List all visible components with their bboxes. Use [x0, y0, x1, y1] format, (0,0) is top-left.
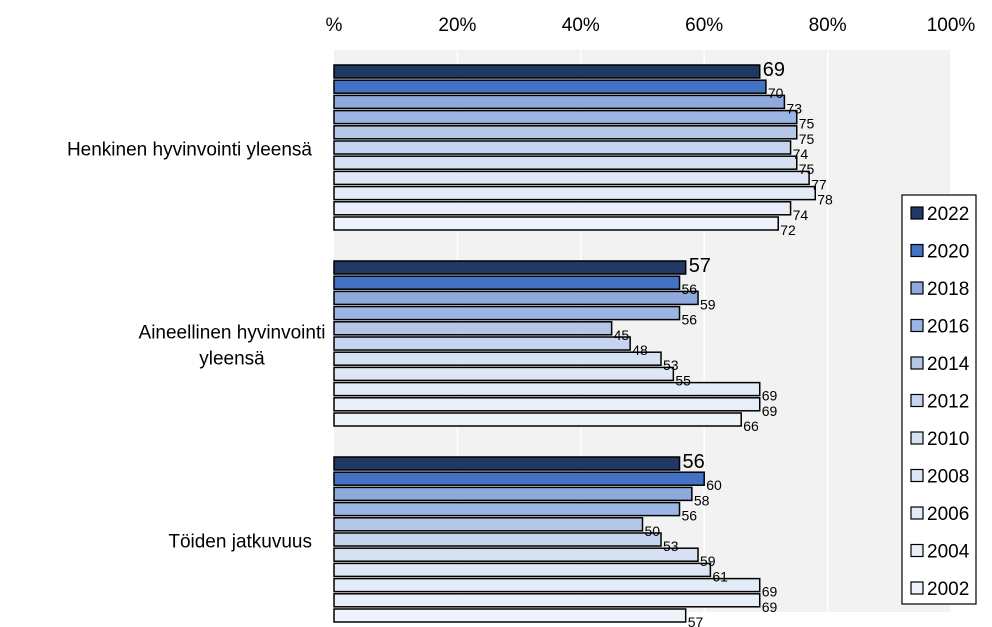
data-label: 74	[793, 207, 809, 223]
legend-label: 2014	[927, 354, 970, 375]
data-label: 55	[675, 372, 691, 388]
data-label: 60	[706, 477, 722, 493]
bar	[333, 381, 761, 397]
legend-swatch	[910, 581, 924, 595]
bar	[333, 412, 742, 427]
bar	[333, 577, 761, 593]
bar	[333, 471, 705, 486]
data-label: 78	[817, 192, 833, 208]
x-tick-label: 40%	[562, 15, 600, 36]
legend-label: 2022	[927, 204, 969, 225]
bar	[333, 290, 699, 306]
bar	[333, 501, 681, 517]
data-label: 59	[700, 296, 716, 312]
legend-label: 2016	[927, 317, 969, 338]
data-label: 57	[689, 255, 711, 277]
x-tick-label: 60%	[685, 15, 723, 36]
bar	[333, 64, 761, 79]
data-label: 69	[762, 403, 778, 419]
data-label: 56	[683, 451, 705, 473]
data-label: 53	[663, 538, 679, 554]
legend-swatch	[910, 543, 924, 558]
bar	[333, 321, 613, 336]
bar	[333, 79, 767, 94]
legend-swatch	[910, 281, 924, 295]
data-label: 73	[786, 100, 802, 116]
bar	[333, 260, 687, 275]
data-label: 53	[663, 357, 679, 373]
bar	[333, 155, 798, 170]
bar	[333, 94, 786, 110]
legend-label: 2004	[927, 542, 970, 563]
legend-label: 2010	[927, 429, 969, 450]
bar	[333, 185, 817, 201]
bar	[333, 201, 792, 216]
data-label: 69	[762, 584, 778, 600]
bar	[333, 351, 662, 366]
bar	[333, 109, 798, 125]
bar	[333, 305, 681, 321]
bar	[333, 125, 798, 140]
legend-swatch	[910, 206, 924, 220]
data-label: 69	[762, 599, 778, 615]
bar	[333, 608, 687, 623]
data-label: 74	[793, 146, 809, 162]
data-label: 56	[682, 312, 698, 328]
data-label: 59	[700, 553, 716, 569]
legend-label: 2020	[927, 242, 969, 263]
legend-swatch	[910, 318, 924, 333]
data-label: 48	[632, 342, 648, 358]
data-label: 69	[763, 59, 785, 81]
category-label: Henkinen hyvinvointi yleensä	[67, 140, 312, 161]
legend-swatch	[910, 393, 924, 408]
x-tick-label: 80%	[809, 15, 847, 36]
bar	[333, 170, 810, 186]
bar	[333, 532, 662, 547]
data-label: 75	[799, 161, 815, 177]
data-label: 72	[780, 222, 796, 238]
data-label: 50	[645, 523, 661, 539]
legend-label: 2012	[927, 392, 969, 413]
category-label: Aineellinen hyvinvointi yleensä	[139, 323, 326, 370]
legend-swatch	[910, 356, 924, 370]
data-label: 58	[694, 492, 710, 508]
data-label: 56	[682, 281, 698, 297]
bar	[333, 517, 644, 532]
bar	[333, 486, 693, 502]
bar	[333, 456, 681, 471]
data-label: 75	[799, 116, 815, 132]
legend-label: 2018	[927, 279, 969, 300]
data-label: 45	[614, 327, 630, 343]
x-tick-label: 100%	[927, 15, 976, 36]
x-tick-label: %	[326, 15, 343, 36]
data-label: 70	[768, 85, 784, 101]
bar	[333, 366, 675, 382]
data-label: 75	[799, 131, 815, 147]
data-label: 66	[743, 418, 759, 434]
data-label: 77	[811, 176, 827, 192]
legend-swatch	[910, 506, 924, 520]
data-label: 69	[762, 388, 778, 404]
data-label: 56	[682, 508, 698, 524]
bar	[333, 547, 699, 562]
legend-swatch	[910, 243, 924, 258]
bar	[333, 275, 681, 290]
x-tick-label: 20%	[438, 15, 476, 36]
legend-swatch	[910, 431, 924, 445]
bar	[333, 562, 712, 578]
data-label: 57	[688, 614, 704, 627]
legend-swatch	[910, 468, 924, 483]
bar	[333, 140, 792, 155]
legend-label: 2008	[927, 467, 969, 488]
legend-label: 2002	[927, 579, 969, 600]
bar	[333, 397, 761, 412]
bar	[333, 593, 761, 608]
data-label: 61	[712, 568, 728, 584]
legend-label: 2006	[927, 504, 969, 525]
bar	[333, 336, 631, 351]
category-label: Töiden jatkuvuus	[168, 532, 312, 553]
bar	[333, 216, 779, 231]
